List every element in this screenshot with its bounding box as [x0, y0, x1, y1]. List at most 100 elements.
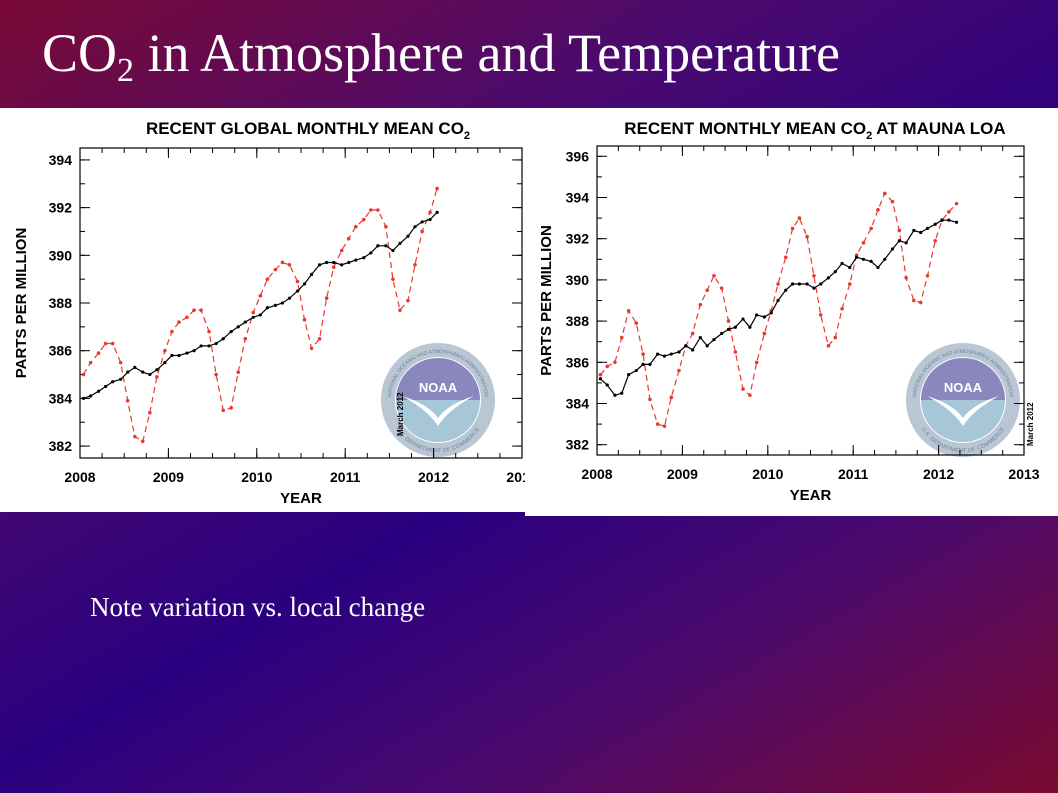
series-line-trend [599, 219, 957, 396]
point-trend [940, 218, 944, 222]
point-monthly [954, 201, 959, 206]
point-trend [947, 218, 951, 222]
point-trend [691, 348, 695, 352]
point-trend [748, 325, 752, 329]
point-monthly [925, 273, 930, 278]
x-tick-label: 2011 [330, 469, 361, 485]
point-monthly [331, 265, 336, 270]
point-trend [199, 344, 203, 348]
x-tick-label: 2012 [418, 469, 449, 485]
y-tick-label: 386 [49, 343, 73, 359]
y-tick-label: 394 [49, 152, 73, 168]
y-tick-label: 394 [566, 190, 590, 206]
point-trend [784, 288, 788, 292]
y-tick-label: 392 [49, 200, 73, 216]
point-monthly [384, 224, 388, 229]
point-monthly [192, 308, 196, 312]
point-trend [192, 349, 196, 353]
point-trend [340, 263, 344, 267]
point-trend [840, 261, 844, 266]
point-trend [214, 341, 218, 346]
point-monthly [258, 294, 263, 298]
x-tick-label: 2009 [153, 469, 184, 485]
point-trend [720, 331, 724, 336]
point-monthly [847, 282, 852, 286]
point-monthly [904, 276, 908, 280]
slide-title: CO2 in Atmosphere and Temperature [42, 26, 840, 88]
chart-mauna-loa-co2: RECENT MONTHLY MEAN CO2 AT MAUNA LOA NOAA… [538, 119, 1040, 504]
point-trend [369, 251, 373, 255]
point-monthly [163, 348, 167, 353]
point-monthly [698, 302, 703, 307]
point-trend [684, 344, 688, 348]
point-monthly [133, 434, 137, 439]
point-trend [258, 313, 262, 317]
point-monthly [295, 279, 300, 284]
point-monthly [882, 191, 887, 196]
point-trend [797, 282, 801, 286]
point-trend [111, 380, 115, 384]
point-trend [317, 263, 322, 267]
point-trend [229, 330, 233, 334]
point-monthly [840, 306, 844, 311]
x-tick-label: 2013 [1008, 466, 1039, 482]
chart-global-co2: RECENT GLOBAL MONTHLY MEAN CO2NOAANATION… [13, 119, 525, 507]
point-monthly [861, 241, 866, 245]
point-trend [391, 248, 395, 253]
point-monthly [626, 309, 631, 313]
slide-title-main: CO [42, 23, 118, 83]
y-tick-label: 388 [49, 295, 73, 311]
point-monthly [947, 210, 951, 214]
point-monthly [918, 300, 923, 305]
noaa-logo-sky [921, 358, 1005, 400]
point-trend [362, 256, 366, 260]
x-tick-label: 2011 [838, 466, 869, 482]
point-trend [207, 344, 211, 348]
x-tick-label: 2010 [752, 466, 783, 482]
point-trend [762, 315, 766, 319]
point-trend [904, 241, 908, 245]
point-trend [790, 282, 795, 286]
y-tick-label: 382 [49, 438, 73, 454]
point-monthly [391, 277, 395, 281]
y-axis-label: PARTS PER MILLION [538, 225, 555, 376]
point-trend [148, 372, 152, 377]
point-trend [648, 362, 652, 366]
point-monthly [148, 410, 152, 415]
point-monthly [420, 229, 424, 234]
point-monthly [797, 216, 802, 220]
point-monthly [598, 372, 603, 377]
x-tick-label: 2012 [923, 466, 954, 482]
point-trend [325, 260, 329, 265]
slide-title-rest: in Atmosphere and Temperature [134, 23, 841, 83]
point-monthly [302, 317, 307, 322]
point-monthly [776, 282, 780, 286]
point-monthly [833, 335, 838, 340]
point-monthly [309, 346, 314, 351]
point-trend [384, 244, 388, 248]
point-trend [133, 365, 137, 369]
point-monthly [110, 341, 115, 346]
x-tick-label: 2008 [581, 466, 612, 482]
point-monthly [634, 321, 639, 325]
point-monthly [705, 288, 709, 292]
point-monthly [413, 263, 417, 267]
point-monthly [741, 387, 745, 391]
point-trend [236, 325, 240, 329]
point-monthly [869, 226, 873, 231]
point-trend [776, 298, 780, 303]
point-monthly [812, 273, 816, 278]
point-trend [833, 270, 837, 274]
point-trend [705, 344, 709, 348]
point-monthly [177, 320, 181, 324]
x-axis-label: YEAR [280, 490, 322, 507]
point-trend [170, 353, 174, 358]
point-monthly [376, 208, 380, 212]
chart-panel-mauna-loa: RECENT MONTHLY MEAN CO2 AT MAUNA LOA NOAA… [525, 108, 1058, 516]
point-trend [243, 320, 247, 324]
point-monthly [398, 308, 402, 312]
point-trend [869, 259, 873, 263]
point-trend [769, 311, 773, 315]
y-tick-label: 384 [566, 396, 590, 412]
point-monthly [712, 273, 716, 278]
